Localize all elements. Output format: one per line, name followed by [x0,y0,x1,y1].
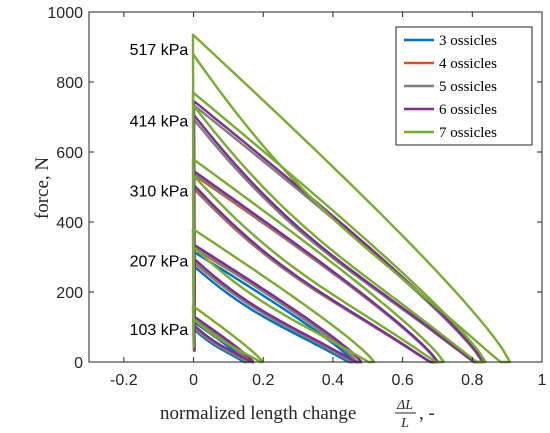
x-axis-label-denominator: L [400,416,409,431]
legend-entry: 5 ossicles [439,79,497,95]
y-tick-label: 200 [56,285,83,302]
pressure-label: 207 kPa [130,254,189,271]
y-axis-label-text: force, N [32,157,53,220]
x-tick-label: 0.6 [391,372,413,389]
ticks-layer: -0.2 0 0.2 0.4 0.6 0.8 1 0 200 400 600 800 1000 [47,5,546,389]
legend-entry: 6 ossicles [439,102,497,118]
series-line [191,227,376,364]
x-tick-label: 0.8 [461,372,483,389]
pressure-label: 103 kPa [130,322,189,339]
legend-entry: 7 ossicles [439,125,497,141]
y-tick-label: 0 [74,355,83,372]
x-tick-label: 0 [189,372,198,389]
y-tick-label: 1000 [47,5,83,22]
pressure-labels: 517 kPa 414 kPa 310 kPa 207 kPa 103 kPa [130,42,189,339]
y-axis-label: force, N [32,157,53,220]
legend-entry: 3 ossicles [439,33,497,49]
legend: 3 ossicles 4 ossicles 5 ossicles 6 ossicles… [395,26,533,146]
legend-entry: 4 ossicles [439,56,497,72]
x-axis-label-suffix: , - [419,403,435,424]
y-tick-label: 800 [56,75,83,92]
x-axis-label: normalized length change ΔL L , - [160,398,435,431]
pressure-label: 310 kPa [130,184,189,201]
pressure-label: 517 kPa [130,42,189,59]
x-tick-label: 1 [538,372,547,389]
y-tick-label: 600 [56,145,83,162]
pressure-label: 414 kPa [130,114,189,131]
y-tick-label: 400 [56,215,83,232]
x-axis-label-numerator: ΔL [396,398,413,413]
x-tick-label: 0.4 [322,372,344,389]
x-tick-label: 0.2 [252,372,274,389]
axes-box [88,11,543,363]
x-axis-label-text: normalized length change [160,403,356,424]
x-tick-label: -0.2 [110,372,138,389]
